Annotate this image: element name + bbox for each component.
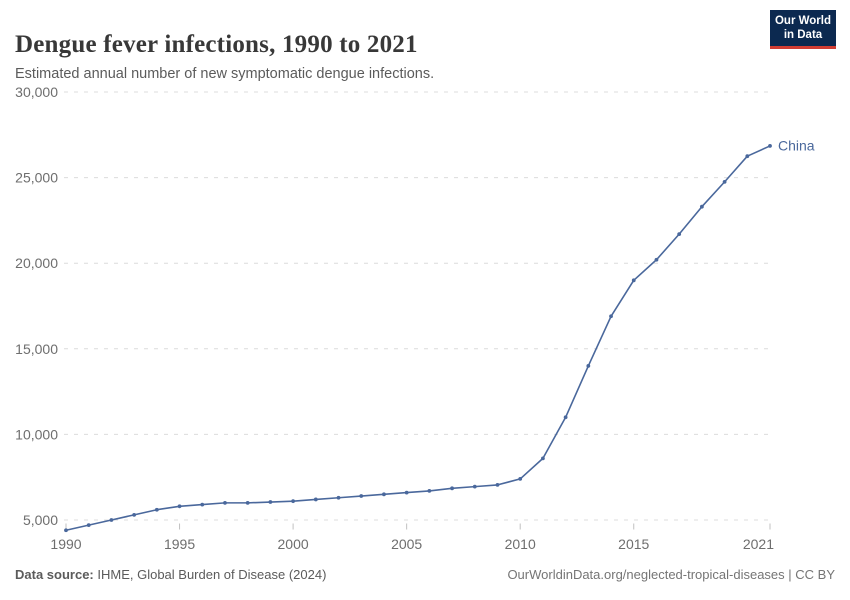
x-axis-tick-label: 2010 <box>505 536 536 552</box>
data-point[interactable] <box>359 494 364 498</box>
data-point[interactable] <box>631 278 636 283</box>
credit-link[interactable]: OurWorldinData.org/neglected-tropical-di… <box>507 567 835 582</box>
data-point[interactable] <box>200 502 205 507</box>
y-axis-tick-label: 25,000 <box>15 170 58 186</box>
data-point[interactable] <box>291 499 295 504</box>
x-axis-tick-label: 1995 <box>164 536 195 552</box>
x-axis-tick-label: 2005 <box>391 536 422 552</box>
data-point[interactable] <box>768 144 772 148</box>
data-source: Data source: IHME, Global Burden of Dise… <box>15 567 326 582</box>
x-axis-tick-label: 2000 <box>278 536 309 552</box>
data-point[interactable] <box>609 314 613 319</box>
y-axis-tick-label: 15,000 <box>15 341 58 357</box>
data-point[interactable] <box>563 415 568 420</box>
data-point[interactable] <box>86 523 91 528</box>
data-source-label: Data source: <box>15 567 94 582</box>
data-point[interactable] <box>654 257 659 262</box>
y-axis-tick-label: 5,000 <box>23 512 58 528</box>
data-source-value: IHME, Global Burden of Disease (2024) <box>93 567 327 582</box>
data-point[interactable] <box>427 488 432 493</box>
data-point[interactable] <box>132 512 137 517</box>
data-point[interactable] <box>745 154 750 159</box>
owid-logo-line2: in Data <box>783 28 823 41</box>
x-axis-tick-label: 1990 <box>50 536 81 552</box>
data-point[interactable] <box>541 456 545 461</box>
data-point[interactable] <box>518 477 523 481</box>
data-point[interactable] <box>382 492 386 497</box>
x-axis-tick-label: 2015 <box>618 536 649 552</box>
data-point[interactable] <box>677 232 682 236</box>
series-label[interactable]: China <box>778 137 815 153</box>
data-point[interactable] <box>313 497 318 502</box>
y-axis-tick-label: 30,000 <box>15 84 58 100</box>
trend-line <box>65 145 771 532</box>
chart-subtitle: Estimated annual number of new symptomat… <box>15 65 435 82</box>
x-axis-tick-label: 2021 <box>743 536 774 552</box>
data-point[interactable] <box>109 518 114 522</box>
data-point[interactable] <box>64 528 68 533</box>
data-point[interactable] <box>699 204 704 209</box>
page-title: Dengue fever infections, 1990 to 2021 <box>15 30 418 58</box>
data-point[interactable] <box>586 364 591 368</box>
data-point[interactable] <box>154 507 159 512</box>
data-point[interactable] <box>404 490 409 495</box>
data-point[interactable] <box>450 486 454 491</box>
y-axis-tick-label: 20,000 <box>15 255 58 271</box>
data-point[interactable] <box>268 500 273 504</box>
data-point[interactable] <box>223 500 227 505</box>
data-point[interactable] <box>472 484 477 489</box>
data-point[interactable] <box>336 495 341 500</box>
owid-logo-line1: Our World <box>774 15 831 27</box>
data-point[interactable] <box>495 483 500 487</box>
y-axis-tick-label: 10,000 <box>15 426 58 442</box>
data-point[interactable] <box>245 500 250 505</box>
chart-footer: Data source: IHME, Global Burden of Dise… <box>15 567 835 582</box>
owid-logo[interactable]: Our World in Data <box>770 10 836 49</box>
data-point[interactable] <box>177 504 182 509</box>
data-point[interactable] <box>722 179 727 184</box>
